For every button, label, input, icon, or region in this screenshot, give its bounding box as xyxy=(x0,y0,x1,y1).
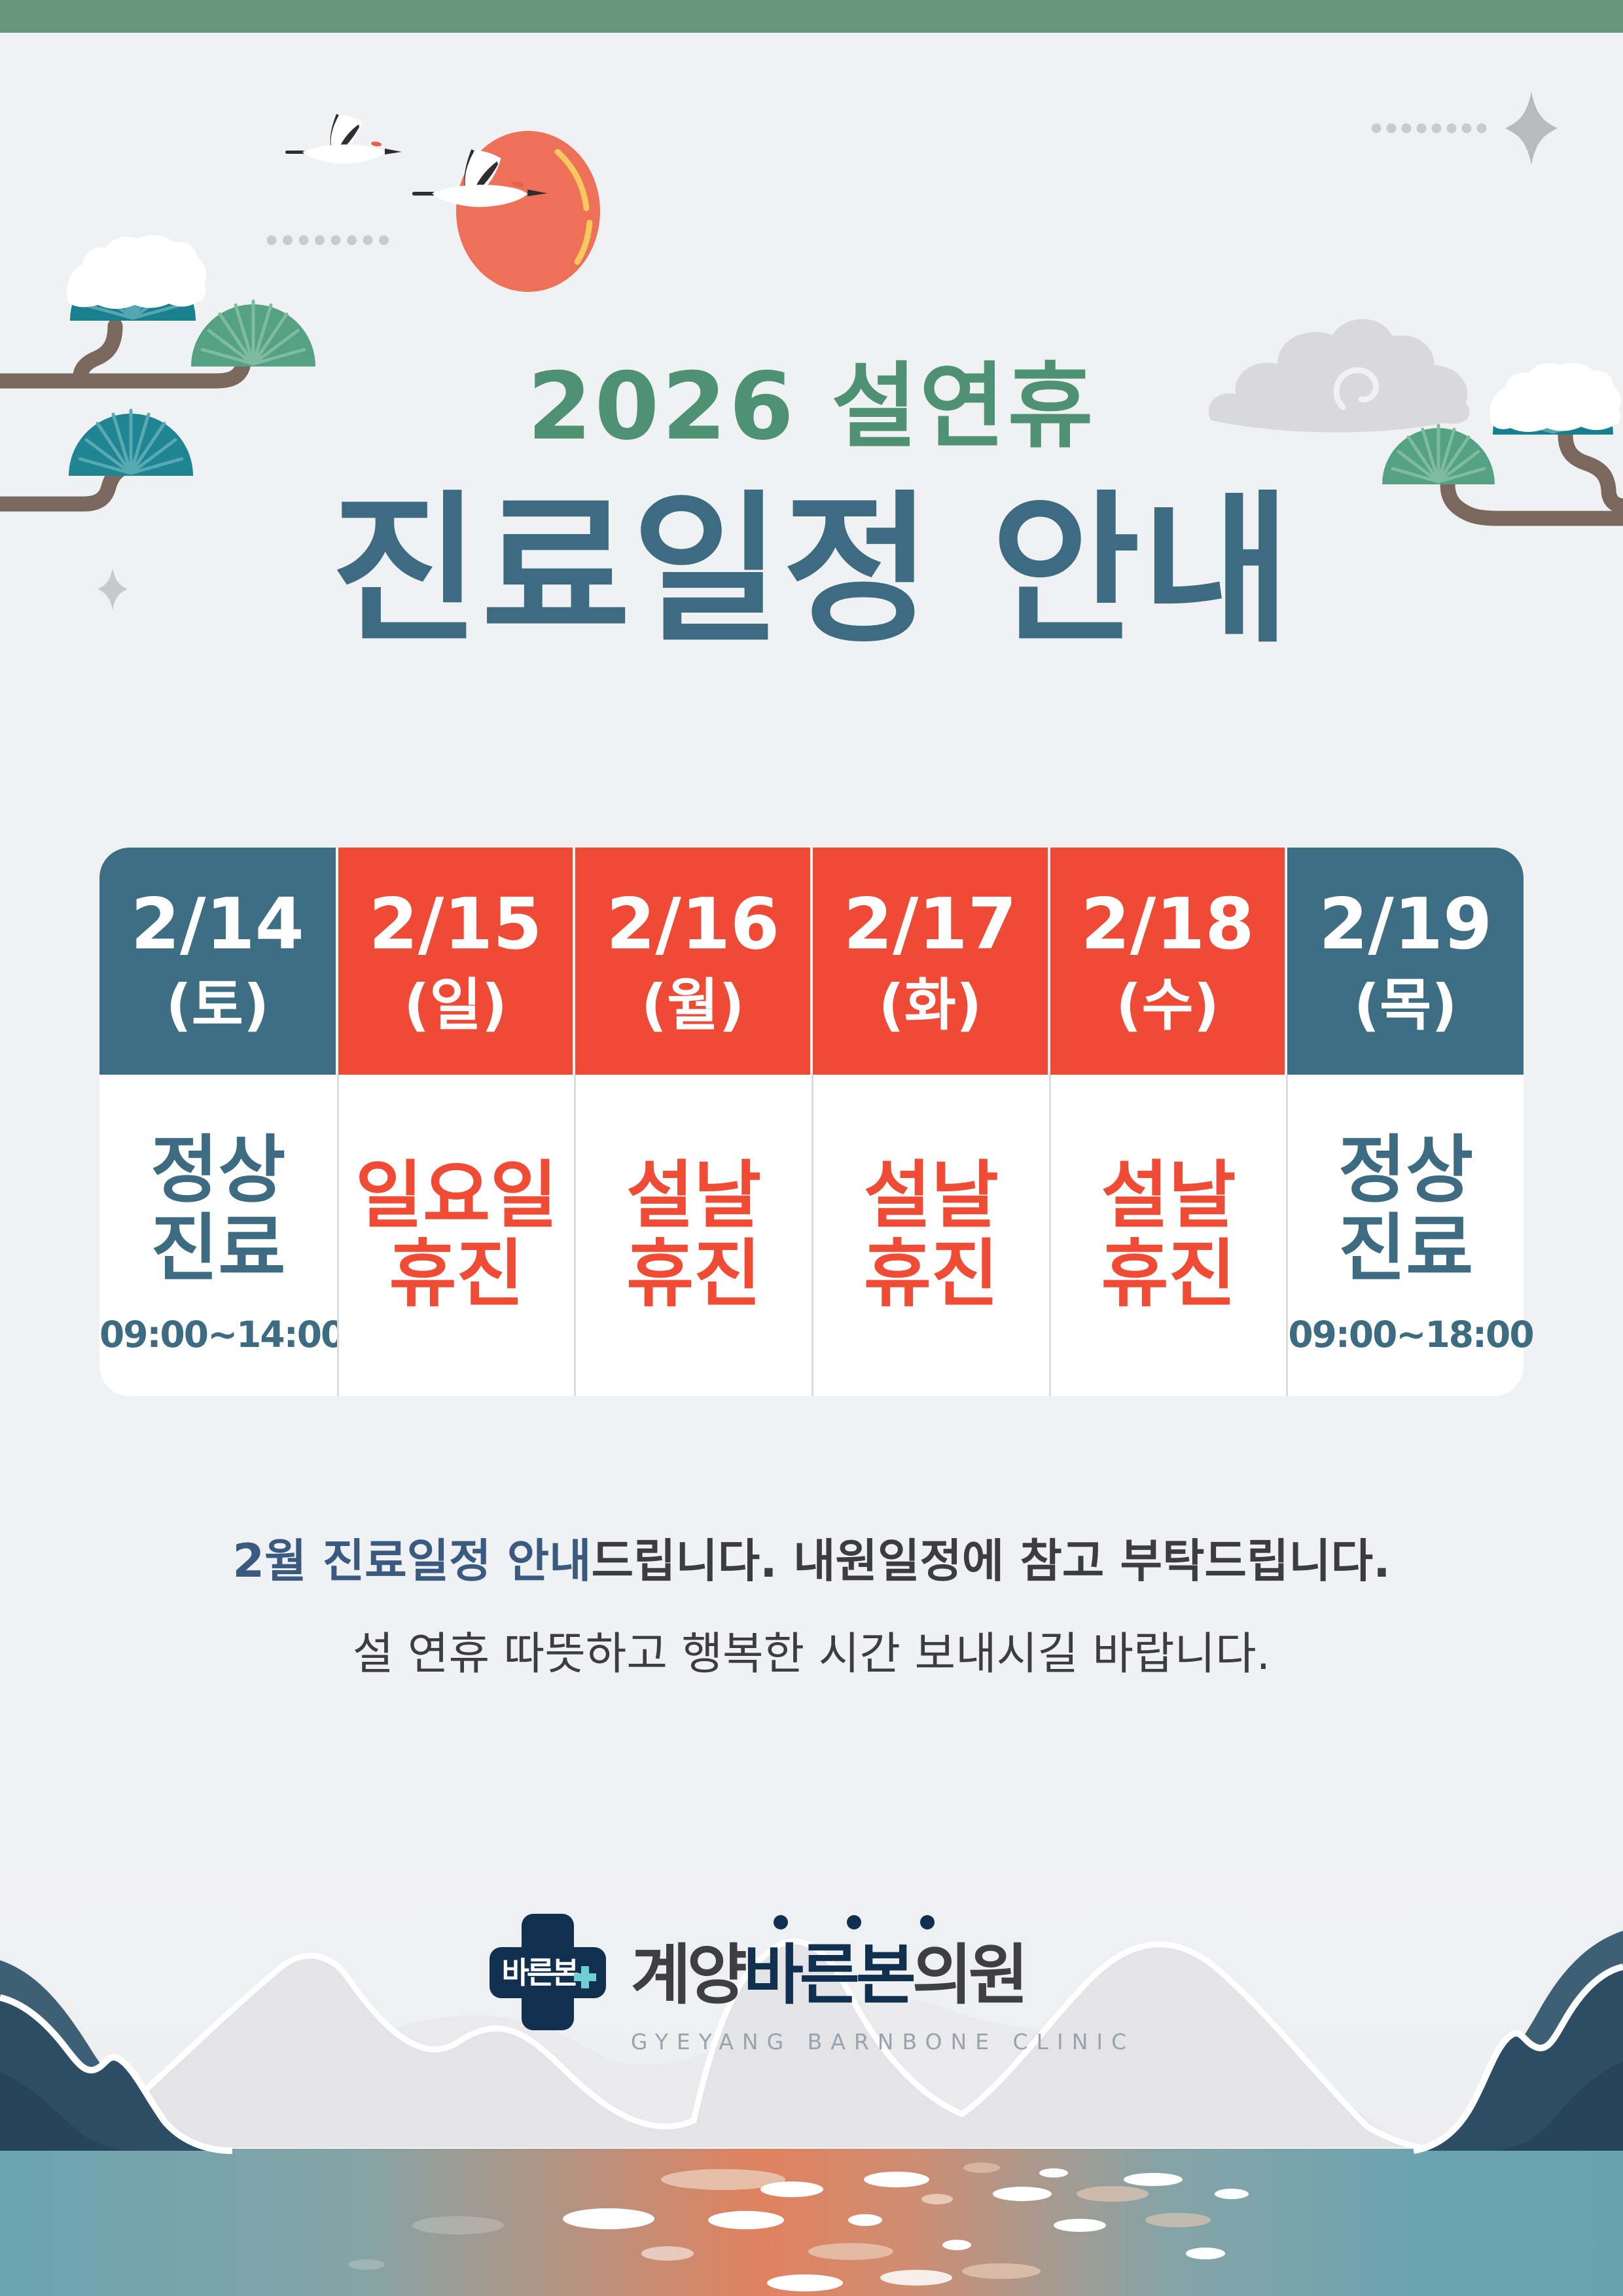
column-body: 일요일 휴진 xyxy=(336,1075,575,1396)
pine-canopy-right xyxy=(1382,363,1621,484)
column-header: 2/14 (토) xyxy=(99,848,336,1075)
dotted-line xyxy=(266,123,1487,245)
schedule-column-wed: 2/18 (수) 설날 휴진 xyxy=(1048,848,1287,1396)
clinic-cross-icon: 바른본 xyxy=(489,1914,606,2030)
mini-plus-icon xyxy=(573,1966,596,1988)
day-label: (월) xyxy=(641,973,745,1039)
status-label: 설날 휴진 xyxy=(626,1153,762,1317)
status-label: 설날 휴진 xyxy=(863,1153,999,1317)
notice-rest: 드립니다. 내원일정에 참고 부탁드립니다. xyxy=(591,1534,1391,1588)
date-label: 2/17 xyxy=(843,883,1017,965)
notice-line-2: 설 연휴 따뜻하고 행복한 시간 보내시길 바랍니다. xyxy=(352,1628,1271,1680)
schedule-column-sat: 2/14 (토) 정상 진료 09:00~14:00 xyxy=(99,848,346,1396)
column-body: 설날 휴진 xyxy=(574,1075,812,1396)
date-label: 2/18 xyxy=(1080,883,1255,965)
cloud-icon xyxy=(1208,319,1470,433)
sparkle-icon xyxy=(1505,92,1558,165)
top-green-bar xyxy=(0,0,1623,33)
column-header: 2/17 (화) xyxy=(813,848,1048,1075)
schedule-table: 2/14 (토) 정상 진료 09:00~14:00 2/15 (일) 일요일 … xyxy=(99,848,1535,1396)
column-header: 2/16 (월) xyxy=(575,848,811,1075)
clinic-logotype: 계양바른본의원 GYEYANG BARNBONE CLINIC xyxy=(630,1915,1135,2054)
clinic-name-english: GYEYANG BARNBONE CLINIC xyxy=(630,2029,1135,2054)
sparkle-icon xyxy=(98,568,128,610)
svg-text:바른본: 바른본 xyxy=(501,1955,579,1990)
clinic-logo: 바른본 계양바른본의원 GYEYANG BARNBONE CLINIC xyxy=(0,1912,1623,2054)
column-header: 2/15 (일) xyxy=(338,848,573,1075)
mountains-right xyxy=(1413,1931,1623,2154)
schedule-column-mon: 2/16 (월) 설날 휴진 xyxy=(574,848,812,1396)
day-label: (목) xyxy=(1353,973,1457,1039)
snow-cap xyxy=(1489,363,1621,432)
pine-canopy-left xyxy=(67,235,315,476)
day-label: (일) xyxy=(404,973,507,1039)
date-label: 2/15 xyxy=(368,883,543,965)
hours-label: 09:00~14:00 xyxy=(99,1314,346,1355)
clinic-name: 계양바른본의원 xyxy=(631,1915,1135,2008)
column-body: 설날 휴진 xyxy=(812,1075,1049,1396)
date-label: 2/19 xyxy=(1319,883,1493,965)
snow-cap xyxy=(67,235,207,309)
status-label: 정상 진료 xyxy=(1338,1127,1474,1291)
column-body: 설날 휴진 xyxy=(1048,1075,1287,1396)
status-label: 정상 진료 xyxy=(151,1127,286,1291)
status-label: 일요일 휴진 xyxy=(355,1153,558,1317)
logo-dots xyxy=(773,1915,935,1929)
column-body: 정상 진료 09:00~18:00 xyxy=(1286,1075,1535,1396)
schedule-column-tue: 2/17 (화) 설날 휴진 xyxy=(812,848,1049,1396)
date-label: 2/16 xyxy=(606,883,780,965)
water xyxy=(0,2149,1623,2296)
schedule-column-thu: 2/19 (목) 정상 진료 09:00~18:00 xyxy=(1286,848,1535,1396)
day-label: (수) xyxy=(1116,973,1219,1039)
poster-subtitle: 2026 설연휴 xyxy=(527,353,1096,461)
water-reflections xyxy=(348,2162,1249,2291)
day-label: (토) xyxy=(166,973,270,1039)
page-title: 진료일정 안내 xyxy=(330,476,1293,665)
hours-label: 09:00~18:00 xyxy=(1288,1314,1534,1355)
mountains-left xyxy=(0,1960,233,2154)
pine-branch-right xyxy=(1440,427,1623,526)
column-header: 2/19 (목) xyxy=(1287,848,1524,1075)
status-label: 설날 휴진 xyxy=(1101,1153,1236,1317)
schedule-column-sun: 2/15 (일) 일요일 휴진 xyxy=(336,848,575,1396)
column-header: 2/18 (수) xyxy=(1050,848,1285,1075)
day-label: (화) xyxy=(878,973,982,1039)
notice-line-1: 2월 진료일정 안내드립니다. 내원일정에 참고 부탁드립니다. xyxy=(0,1534,1623,1588)
gray-hills xyxy=(71,1938,1440,2154)
date-label: 2/14 xyxy=(130,883,304,965)
column-body: 정상 진료 09:00~14:00 xyxy=(99,1075,346,1396)
notice-highlight: 2월 진료일정 안내 xyxy=(232,1534,592,1588)
